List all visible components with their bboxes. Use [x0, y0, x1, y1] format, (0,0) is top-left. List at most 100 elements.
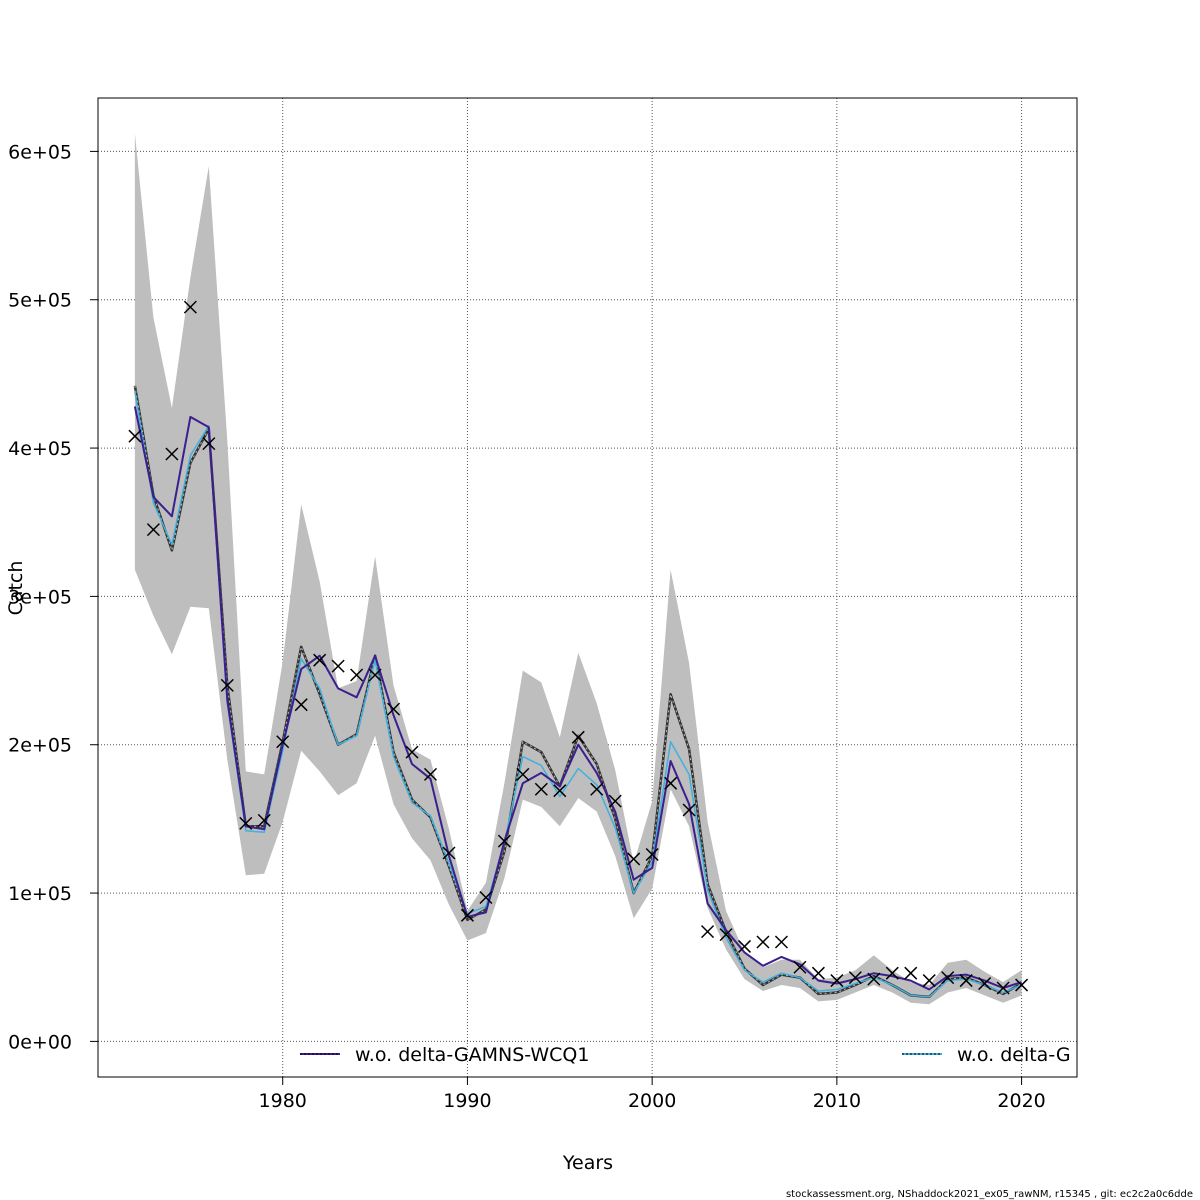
y-tick-label-200000: 2e+05	[8, 735, 72, 757]
observation-marker-2018	[978, 977, 992, 991]
observation-marker-1988-stroke-b	[423, 767, 438, 781]
series-line-2	[134, 391, 1022, 998]
observation-marker-2007-stroke-b	[774, 935, 788, 949]
y-tick-label-600000: 6e+05	[8, 141, 72, 163]
observation-marker-2015-stroke-b	[922, 974, 936, 988]
observation-marker-1981	[294, 698, 308, 712]
observation-marker-1984-stroke-b	[350, 668, 364, 682]
observation-marker-1976-stroke-b	[202, 437, 216, 451]
observation-marker-1986-stroke-b	[387, 702, 401, 716]
observation-marker-1999-stroke-b	[627, 852, 641, 866]
y-tick-label-300000: 3e+05	[8, 586, 72, 608]
series-line-1	[133, 406, 1022, 991]
observation-marker-2010-stroke-b	[830, 974, 844, 988]
observation-marker-2016-stroke-b	[941, 971, 955, 985]
observation-marker-2008-stroke-b	[793, 960, 807, 974]
observation-marker-1987-stroke-b	[405, 745, 419, 759]
observation-marker-1995-stroke-b	[553, 784, 567, 798]
confidence-band-layer	[134, 133, 1022, 1005]
observation-marker-1990	[460, 908, 474, 922]
observation-marker-1988	[423, 767, 438, 781]
observation-marker-1982	[313, 653, 327, 667]
legend-label-2: w.o. delta-G	[957, 1044, 1071, 1066]
observation-marker-1993-stroke-b	[516, 767, 530, 781]
observation-marker-2014-stroke-b	[904, 966, 918, 980]
observation-marker-2000-stroke-b	[645, 847, 659, 862]
observed-catch-markers	[128, 300, 1029, 995]
observation-marker-2012	[867, 972, 881, 986]
x-tick-label-2020: 2020	[997, 1090, 1045, 1112]
observation-marker-1974	[165, 447, 179, 461]
y-tick-label-500000: 5e+05	[8, 290, 72, 312]
observation-marker-1994	[534, 782, 548, 796]
observation-marker-2006-stroke-b	[756, 935, 770, 949]
observation-marker-2006	[756, 935, 770, 949]
observation-marker-1977	[220, 678, 234, 692]
observation-marker-2019-stroke-b	[996, 981, 1010, 995]
observation-marker-2004-stroke-b	[719, 928, 733, 942]
plot-frame	[97, 97, 1078, 1078]
observation-marker-1996-stroke-b	[571, 730, 585, 744]
x-tick-label-2010: 2010	[813, 1090, 861, 1112]
observation-marker-1992-stroke-b	[497, 834, 511, 848]
observation-marker-2002-stroke-b	[682, 803, 696, 817]
y-axis: 0e+00 1e+05 2e+05 3e+05 4e+05 5e+05 6e+05	[8, 141, 98, 1053]
observation-marker-1984	[350, 668, 364, 682]
observation-marker-1986	[387, 702, 401, 716]
legend: w.o. delta-GAMNS-WCQ1 w.o. delta-G	[300, 1044, 1071, 1066]
observation-marker-1979-stroke-b	[257, 813, 271, 827]
legend-item-2: w.o. delta-G	[902, 1044, 1071, 1066]
observation-marker-2003	[701, 925, 715, 939]
observation-marker-2004	[719, 928, 733, 942]
observation-marker-1979	[257, 813, 271, 827]
confidence-band	[134, 133, 1022, 1005]
observation-marker-2019	[996, 981, 1010, 995]
observation-marker-2001-stroke-b	[664, 776, 678, 790]
y-axis-title: Catch	[5, 561, 27, 616]
observation-marker-1980-stroke-b	[276, 735, 290, 749]
observation-marker-2010	[830, 974, 844, 988]
legend-label-1: w.o. delta-GAMNS-WCQ1	[355, 1044, 589, 1066]
observation-marker-1987	[405, 745, 419, 759]
observation-marker-1989	[442, 846, 456, 860]
observation-marker-2017-stroke-b	[959, 974, 973, 988]
observation-marker-2014	[904, 966, 918, 980]
observation-marker-2008	[793, 960, 807, 974]
observation-marker-2001	[664, 776, 678, 790]
observation-marker-2011-stroke-b	[848, 971, 862, 985]
observation-marker-1985-stroke-b	[368, 668, 382, 682]
observation-marker-2013-stroke-b	[885, 966, 899, 980]
observation-marker-2007	[774, 935, 788, 949]
observation-marker-1999	[627, 852, 641, 866]
observation-marker-2000	[645, 847, 659, 862]
observation-marker-1985	[368, 668, 382, 682]
x-tick-label-1980: 1980	[259, 1090, 307, 1112]
observation-marker-1978	[239, 816, 253, 830]
observation-marker-2009-stroke-b	[811, 966, 825, 980]
observation-marker-1991-stroke-b	[479, 890, 493, 905]
x-tick-label-2000: 2000	[628, 1090, 676, 1112]
grid-lines	[98, 98, 1077, 1077]
y-tick-label-100000: 1e+05	[8, 883, 72, 905]
observation-marker-1978-stroke-b	[239, 816, 253, 830]
footer-note: stockassessment.org, NShaddock2021_ex05_…	[786, 1189, 1193, 1200]
observation-marker-1972	[128, 429, 142, 443]
observation-marker-1994-stroke-b	[534, 782, 548, 796]
observation-marker-1998-stroke-b	[608, 794, 622, 808]
observation-marker-1976	[202, 437, 216, 451]
observation-marker-1974-stroke-b	[165, 447, 179, 461]
x-axis: 1980 1990 2000 2010 2020	[259, 1077, 1046, 1112]
observation-marker-2015	[922, 974, 936, 988]
observation-marker-2012-stroke-b	[867, 972, 881, 986]
observation-marker-1983-stroke-b	[331, 659, 345, 673]
observation-marker-1993	[516, 767, 530, 781]
observation-marker-1972-stroke-b	[128, 429, 142, 443]
observation-marker-2017	[959, 974, 973, 988]
observation-marker-2011	[848, 971, 862, 985]
observation-marker-1991	[479, 890, 493, 905]
observation-marker-1998	[608, 794, 622, 808]
observation-marker-1992	[497, 834, 511, 848]
observation-marker-1989-stroke-b	[442, 846, 456, 860]
observation-marker-1973	[146, 523, 160, 537]
